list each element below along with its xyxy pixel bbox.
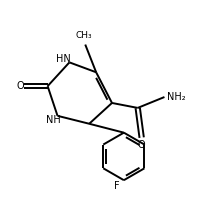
Text: F: F	[114, 181, 120, 191]
Text: CH₃: CH₃	[76, 31, 93, 40]
Text: O: O	[17, 81, 24, 91]
Text: NH: NH	[46, 115, 61, 125]
Text: HN: HN	[56, 54, 71, 64]
Text: NH₂: NH₂	[167, 92, 186, 102]
Text: O: O	[138, 140, 145, 150]
